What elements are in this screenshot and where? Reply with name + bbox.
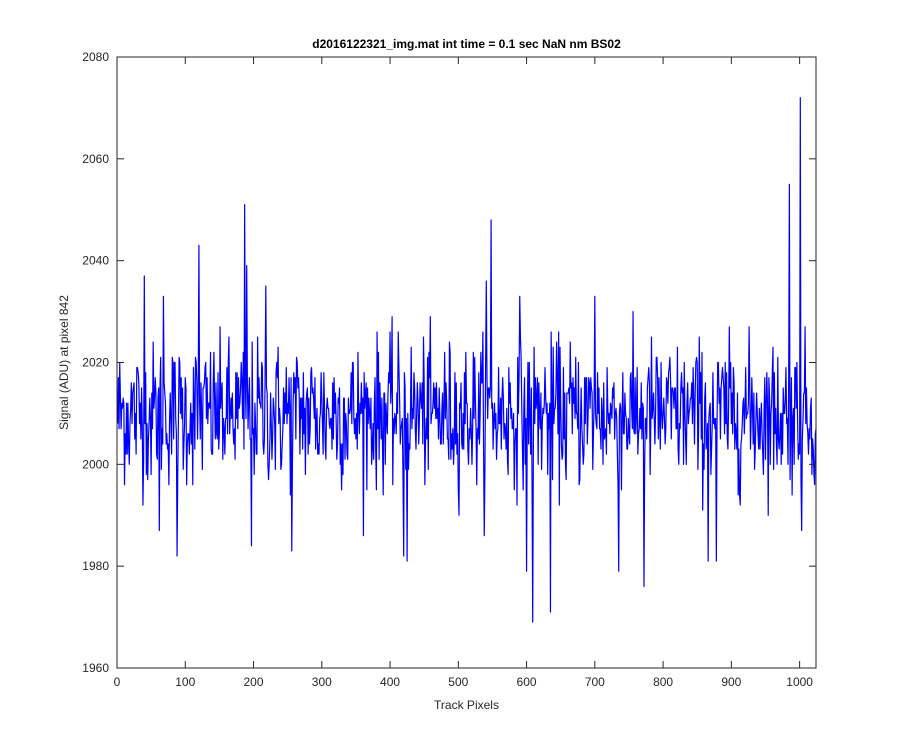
y-tick-label: 2080 bbox=[82, 50, 109, 64]
y-tick-label: 1960 bbox=[82, 661, 109, 675]
y-tick-label: 1980 bbox=[82, 559, 109, 573]
tick-layer: 0 100 200 300 400 500 600 700 800 900 1000 1960 1980… bbox=[82, 50, 816, 689]
y-tick-label: 2040 bbox=[82, 254, 109, 268]
x-tick-label: 200 bbox=[244, 675, 264, 689]
x-tick-label: 400 bbox=[380, 675, 400, 689]
y-tick-label: 2000 bbox=[82, 457, 109, 471]
x-tick-label: 0 bbox=[114, 675, 121, 689]
x-axis-label: Track Pixels bbox=[434, 698, 499, 712]
y-axis-label: Signal (ADU) at pixel 842 bbox=[57, 295, 71, 430]
x-tick-label: 500 bbox=[448, 675, 468, 689]
chart-title: d2016122321_img.mat int time = 0.1 sec N… bbox=[312, 37, 621, 51]
y-tick-label: 2060 bbox=[82, 152, 109, 166]
x-tick-label: 1000 bbox=[786, 675, 813, 689]
x-tick-label: 900 bbox=[721, 675, 741, 689]
x-tick-label: 700 bbox=[585, 675, 605, 689]
x-tick-label: 300 bbox=[312, 675, 332, 689]
x-tick-label: 600 bbox=[517, 675, 537, 689]
series-layer bbox=[117, 97, 817, 623]
y-tick-label: 2020 bbox=[82, 356, 109, 370]
x-tick-label: 800 bbox=[653, 675, 673, 689]
plot-frame bbox=[116, 56, 817, 669]
series-line bbox=[117, 97, 817, 623]
x-tick-label: 100 bbox=[175, 675, 195, 689]
